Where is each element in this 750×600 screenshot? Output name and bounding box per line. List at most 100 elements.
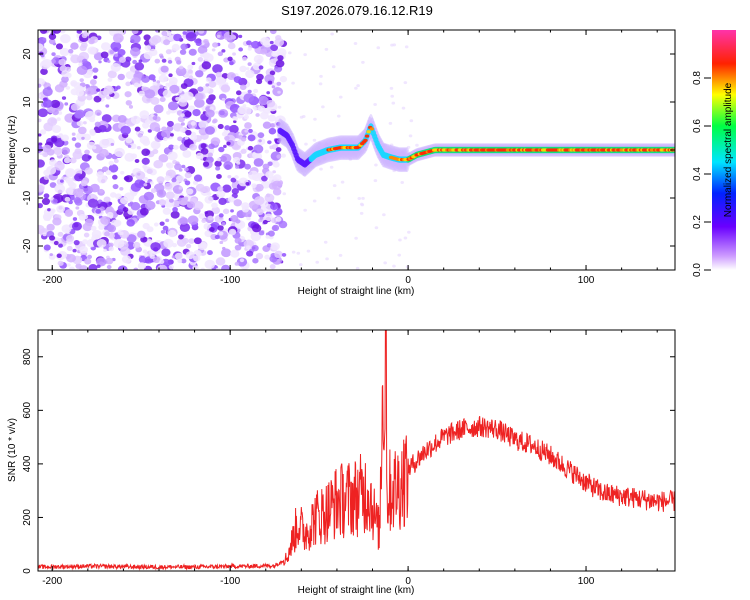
noise-blob [73,188,84,198]
noise-blob [255,113,260,117]
track-core [366,130,371,134]
noise-blob [133,267,139,270]
noise-blob [158,153,169,163]
noise-blob [270,44,279,52]
noise-blob [103,85,115,95]
noise-blob [241,206,250,213]
noise-blob [303,53,307,57]
noise-blob [180,43,188,50]
noise-blob [42,99,53,108]
noise-blob [165,30,172,37]
noise-blob [159,55,164,59]
noise-blob [125,100,133,106]
noise-blob [191,61,196,66]
noise-blob [257,105,266,112]
noise-blob [205,109,215,118]
noise-blob [51,52,56,57]
noise-blob [153,222,159,227]
noise-blob [192,265,199,270]
noise-blob [382,213,386,217]
noise-blob [271,51,279,58]
noise-blob [267,140,272,145]
noise-blob [275,59,285,68]
noise-blob [56,117,61,122]
noise-blob [270,203,278,211]
noise-blob [167,151,178,161]
noise-blob [270,242,280,251]
noise-blob [152,148,159,155]
noise-blob [152,256,161,264]
noise-blob [129,143,137,150]
noise-blob [343,141,348,145]
noise-blob [227,196,235,203]
noise-blob [43,169,51,176]
noise-blob [127,144,132,148]
noise-blob [88,263,98,270]
noise-blob [324,47,329,51]
noise-blob [193,174,203,182]
noise-blob [179,127,186,133]
noise-blob [219,240,224,245]
noise-blob [383,143,387,147]
noise-blob [330,32,334,36]
noise-blob [64,209,73,217]
noise-blob [138,59,143,63]
noise-blob [123,192,135,202]
noise-blob [38,224,45,234]
snr-panel: -200 -100 0 100 0 200 400 600 800 Height of stra… [7,329,676,596]
noise-blob [247,145,254,151]
noise-blob [110,63,121,72]
noise-blob [101,114,112,123]
noise-blob [356,84,360,88]
noise-blob [269,264,276,270]
noise-blob [243,114,249,120]
noise-blob [236,161,241,165]
noise-blob [126,219,135,227]
noise-blob [117,265,128,270]
noise-blob [282,192,287,196]
spectrogram-y-tick-label: 20 [22,48,33,60]
noise-blob [142,249,148,254]
noise-blob [107,224,117,233]
track-core [364,134,370,138]
noise-blob [181,237,189,244]
noise-blob [112,33,124,43]
snr-frame [37,329,676,572]
snr-y-tick-label: 600 [22,402,33,419]
noise-blob [234,175,239,180]
noise-blob [110,142,115,146]
noise-blob [229,124,239,134]
noise-blob [99,206,105,211]
snr-y-tick-label: 400 [22,455,33,472]
noise-blob [38,184,45,193]
noise-blob [160,65,169,73]
spectrogram-x-tick-label: 0 [405,275,411,286]
noise-blob [80,180,88,187]
noise-blob [51,125,62,133]
noise-blob [275,147,282,153]
noise-blob [126,234,137,243]
noise-blob [134,158,140,163]
noise-blob [190,134,198,141]
noise-blob [376,46,381,50]
noise-blob [322,157,327,161]
noise-blob [277,137,282,142]
noise-blob [144,200,156,211]
noise-blob [215,71,222,78]
noise-blob [163,238,174,248]
noise-blob [321,105,325,109]
noise-blob [180,83,188,89]
noise-blob [118,56,126,63]
noise-blob [162,89,172,98]
noise-blob [52,30,62,34]
noise-blob [66,230,70,234]
colorbar-label: Normalized spectral amplitude [723,82,734,217]
noise-blob [221,72,229,79]
noise-blob [200,53,205,58]
noise-blob [151,35,162,44]
noise-blob [113,219,122,227]
noise-blob [163,39,171,46]
noise-blob [223,161,233,170]
noise-blob [182,31,187,35]
noise-blob [253,144,264,154]
